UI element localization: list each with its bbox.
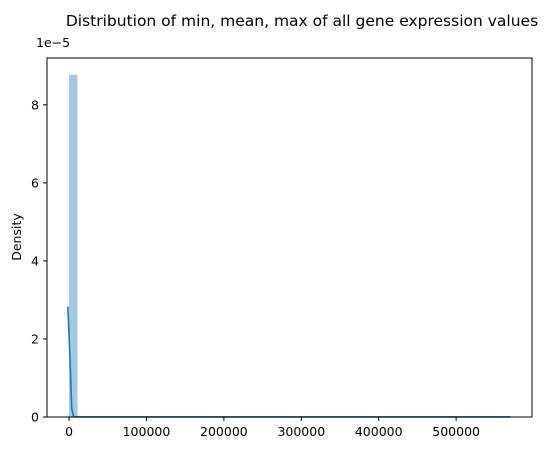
x-axis-ticks: 0 100000 200000 300000 400000 500000 <box>65 417 480 439</box>
y-scale-offset-label: 1e−5 <box>36 35 70 50</box>
x-tick-label: 500000 <box>432 424 480 439</box>
x-tick-label: 300000 <box>277 424 325 439</box>
kde-curve <box>67 306 511 418</box>
x-tick-label: 0 <box>65 424 73 439</box>
x-tick-label: 100000 <box>123 424 171 439</box>
y-tick-label: 6 <box>31 175 39 190</box>
y-axis-label: Density <box>9 213 24 261</box>
histogram-bars <box>69 74 510 417</box>
y-tick-label: 4 <box>31 253 39 268</box>
y-tick-label: 2 <box>31 331 39 346</box>
chart-title: Distribution of min, mean, max of all ge… <box>66 12 538 30</box>
x-tick-label: 400000 <box>355 424 403 439</box>
kde-line <box>67 306 511 418</box>
y-tick-label: 0 <box>31 410 39 425</box>
y-axis-ticks: 0 2 4 6 8 <box>31 97 47 425</box>
plot-frame <box>46 57 533 418</box>
histogram-bar <box>69 74 78 417</box>
x-tick-label: 200000 <box>200 424 248 439</box>
y-tick-label: 8 <box>31 97 39 112</box>
